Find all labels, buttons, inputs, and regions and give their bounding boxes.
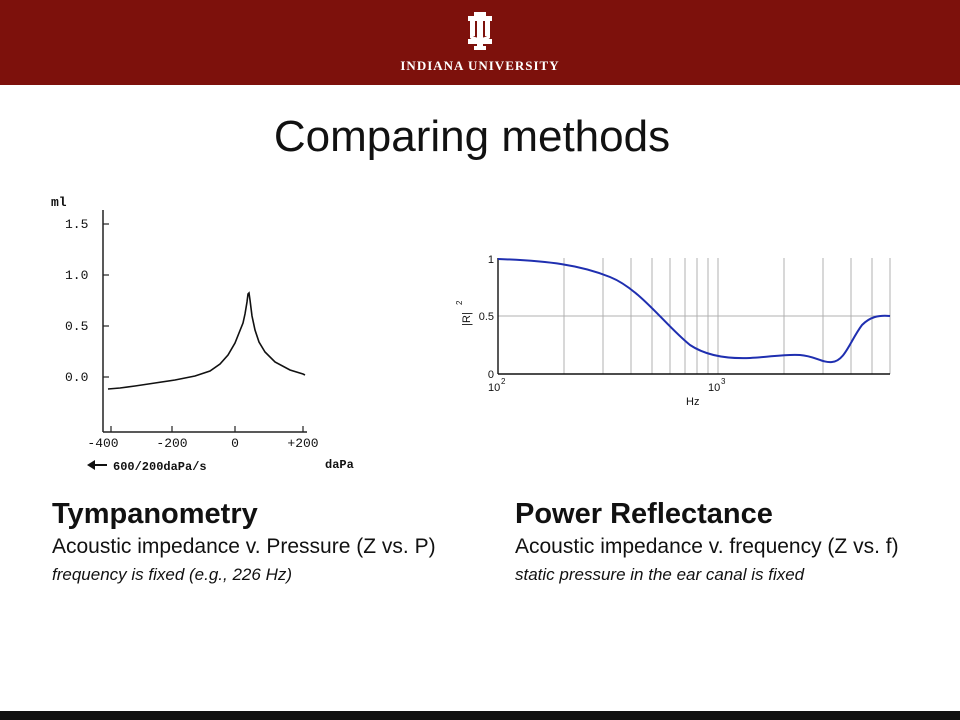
tympanometry-section: Tympanometry Acoustic impedance v. Press… [52,496,452,587]
university-name: INDIANA UNIVERSITY [400,58,560,73]
tympanogram-curve [107,291,306,390]
y-tick-label: 1.5 [65,217,88,232]
x-tick-label: 10 [708,382,720,394]
y-tick-label: 0 [488,369,494,381]
slide-title: Comparing methods [273,112,671,161]
y-axis-label: |R| [461,312,473,326]
left-arrow-icon [87,460,107,470]
x-tick-label: -400 [87,436,118,451]
x-tick-label: 0 [231,436,239,451]
iu-trident-icon [468,12,492,50]
tympanogram-figure: ml 1.5 1.0 0.5 0.0 -400 -200 0 +200 600/… [51,195,354,474]
bottom-bar [0,711,960,720]
power-reflectance-description: Acoustic impedance v. frequency (Z vs. f… [515,535,899,558]
y-tick-label: 0.5 [479,311,494,323]
x-tick-label: -200 [156,436,187,451]
power-reflectance-section: Power Reflectance Acoustic impedance v. … [515,496,945,587]
y-tick-label: 0.0 [65,370,88,385]
sweep-rate-label: 600/200daPa/s [113,460,207,474]
x-unit-label: daPa [325,458,354,472]
tympanometry-heading: Tympanometry [52,498,258,530]
x-axis-label: Hz [686,396,699,408]
tympanometry-note: frequency is fixed (e.g., 226 Hz) [52,565,293,584]
tympanometry-description: Acoustic impedance v. Pressure (Z vs. P) [52,535,436,558]
reflectance-curve [497,258,891,364]
y-tick-label: 0.5 [65,319,88,334]
x-tick-label-exponent: 2 [501,377,506,386]
y-axis-label-exponent: 2 [455,300,464,305]
x-tick-label: +200 [287,436,318,451]
x-tick-label: 10 [488,382,500,394]
y-unit-label: ml [51,195,67,210]
x-tick-label-exponent: 3 [721,377,726,386]
power-reflectance-heading: Power Reflectance [515,498,773,530]
reflectance-figure: |R| 2 1 0.5 0 10 2 10 3 Hz [455,254,891,408]
power-reflectance-note: static pressure in the ear canal is fixe… [515,565,805,584]
y-tick-label: 1.0 [65,268,88,283]
university-banner: INDIANA UNIVERSITY [0,0,960,85]
grid-lines [497,258,891,374]
y-tick-label: 1 [488,254,494,266]
